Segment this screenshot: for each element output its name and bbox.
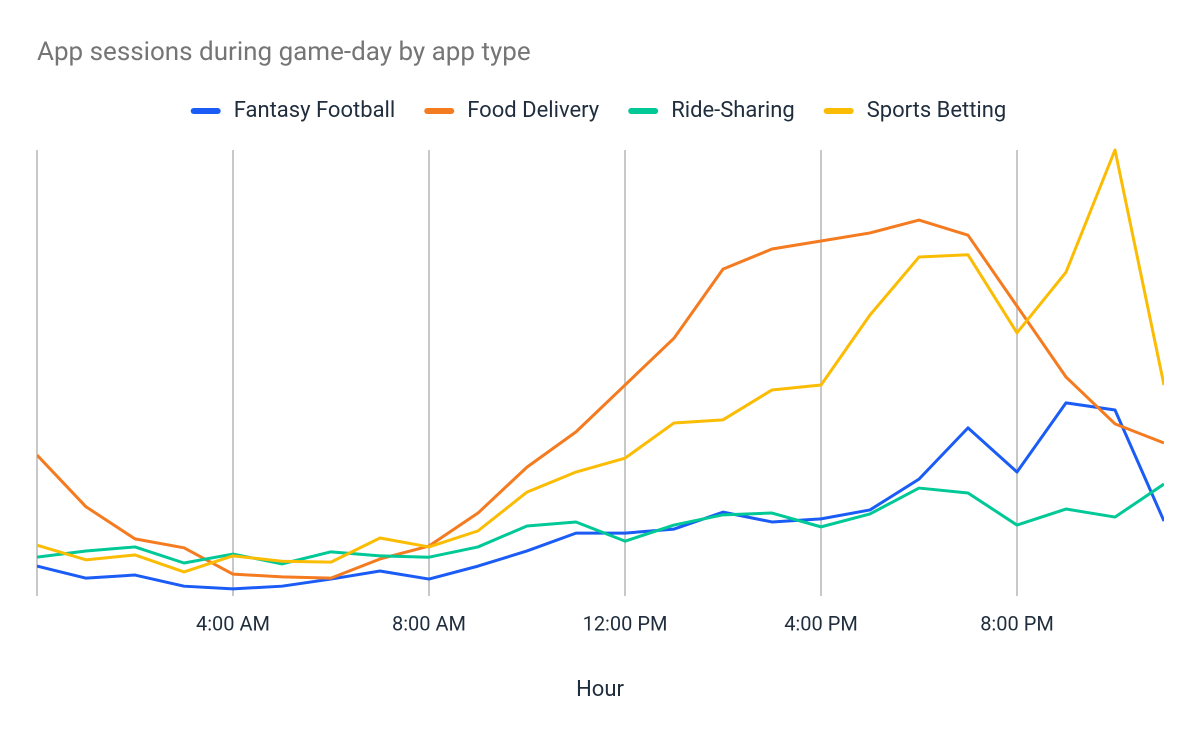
legend-label: Ride-Sharing [671,98,795,123]
x-axis-label: Hour [576,677,624,702]
x-tick-label: 8:00 PM [980,611,1054,635]
series-line [37,482,1164,566]
legend: Fantasy Football Food Delivery Ride-Sharin… [190,98,1007,123]
x-tick-label: 12:00 PM [583,611,668,635]
series-line [37,218,1164,580]
legend-label: Sports Betting [867,98,1007,123]
legend-label: Food Delivery [467,98,600,123]
x-tick-label: 8:00 AM [392,611,466,635]
legend-label: Fantasy Football [234,98,396,123]
chart-title: App sessions during game-day by app type [37,37,531,67]
x-tick-label: 4:00 PM [784,611,858,635]
x-tick-label: 4:00 AM [196,611,270,635]
series-line [37,148,1164,574]
